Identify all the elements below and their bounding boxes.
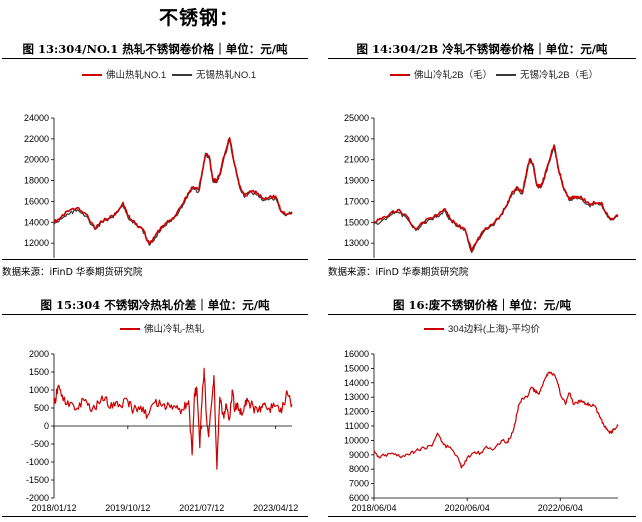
y-tick-label: 8000 bbox=[349, 464, 369, 474]
title-rule bbox=[328, 58, 636, 59]
y-tick-label: 11000 bbox=[345, 421, 369, 431]
chart-scrap: 6000 7000 8000 9000 10000 11000 12000 13000 1400… bbox=[344, 323, 619, 513]
chart-title: 图 14:304/2B 冷轧不锈钢卷价格｜单位：元/吨 bbox=[356, 42, 608, 56]
y-tick-label: 2000 bbox=[29, 349, 49, 359]
chart-title: 图 16:废不锈钢价格｜单位：元/吨 bbox=[393, 298, 571, 312]
y-tick-label: -1000 bbox=[26, 457, 49, 467]
title-rule bbox=[2, 314, 308, 315]
source-rule bbox=[328, 259, 636, 260]
y-tick-label: 13000 bbox=[344, 238, 369, 248]
chart-panel-cold-rolled: 图 14:304/2B 冷轧不锈钢卷价格｜单位：元/吨 110001300015… bbox=[328, 41, 636, 281]
chart-spread: -2000 -1500 -1000 -500 0 500 1000 1500 2000 2018/… bbox=[26, 323, 298, 513]
source-rule bbox=[328, 516, 636, 517]
title-rule bbox=[328, 314, 636, 315]
y-tick-label: 18000 bbox=[24, 176, 49, 186]
source-rule bbox=[2, 259, 308, 260]
y-tick-label: 17000 bbox=[344, 196, 369, 206]
section-heading: 不锈钢： bbox=[159, 7, 240, 29]
y-tick-label: 24000 bbox=[24, 113, 49, 123]
x-tick-label: 2020/06/04 bbox=[445, 503, 490, 513]
y-tick-label: -2000 bbox=[26, 493, 49, 503]
x-tick-label: 2018/01/12 bbox=[31, 503, 76, 513]
chart-title: 图 15:304 不锈钢冷热轧价差｜单位：元/吨 bbox=[40, 298, 270, 312]
legend-label: 佛山冷轧2B（毛） bbox=[414, 69, 492, 81]
chart-cold-rolled: 1100013000150001700019000210002300025000… bbox=[344, 69, 619, 258]
series-line bbox=[373, 371, 619, 469]
y-tick-label: 15000 bbox=[344, 217, 369, 227]
y-tick-label: 14000 bbox=[24, 217, 49, 227]
y-tick-label: 20000 bbox=[24, 155, 49, 165]
chart-panel-hot-rolled: 图 13:304/NO.1 热轧不锈钢卷价格｜单位：元/吨 1000012000… bbox=[2, 41, 308, 281]
y-tick-label: 12000 bbox=[344, 407, 369, 417]
y-tick-label: 16000 bbox=[24, 196, 49, 206]
y-tick-label: 13000 bbox=[344, 392, 369, 402]
series-line bbox=[53, 137, 293, 245]
y-tick-label: 16000 bbox=[344, 349, 369, 359]
y-tick-label: 12000 bbox=[24, 238, 49, 248]
source-rule bbox=[2, 516, 308, 517]
y-tick-label: 23000 bbox=[344, 134, 369, 144]
legend-label: 无锡冷轧2B（毛） bbox=[520, 69, 598, 81]
y-tick-label: 9000 bbox=[349, 450, 369, 460]
y-tick-label: 15000 bbox=[344, 363, 369, 373]
y-tick-label: 19000 bbox=[344, 176, 369, 186]
series-line bbox=[53, 367, 293, 470]
y-tick-label: 7000 bbox=[349, 479, 369, 489]
y-tick-label: 500 bbox=[34, 403, 49, 413]
y-tick-label: 0 bbox=[44, 421, 49, 431]
x-tick-label: 2021/07/12 bbox=[179, 503, 224, 513]
x-tick-label: 2023/04/12 bbox=[253, 503, 298, 513]
title-rule bbox=[2, 58, 308, 59]
y-tick-label: 14000 bbox=[344, 378, 369, 388]
data-source: 数据来源：iFinD 华泰期货研究院 bbox=[2, 267, 143, 278]
x-tick-label: 2022/06/04 bbox=[538, 503, 583, 513]
chart-title: 图 13:304/NO.1 热轧不锈钢卷价格｜单位：元/吨 bbox=[22, 42, 288, 56]
chart-hot-rolled: 1000012000140001600018000200002200024000… bbox=[24, 69, 293, 258]
y-tick-label: 6000 bbox=[349, 493, 369, 503]
legend-label: 304边料(上海)-平均价 bbox=[448, 323, 540, 335]
data-source: 数据来源：iFinD 华泰期货研究院 bbox=[328, 267, 469, 278]
chart-panel-spread: 图 15:304 不锈钢冷热轧价差｜单位：元/吨 -2000 -1500 -1000… bbox=[2, 297, 308, 522]
x-tick-label: 2018/06/04 bbox=[351, 503, 396, 513]
legend-label: 无锡热轧NO.1 bbox=[196, 69, 256, 81]
y-tick-label: 25000 bbox=[344, 113, 369, 123]
series-line bbox=[53, 139, 293, 246]
x-tick-label: 2019/10/12 bbox=[105, 503, 150, 513]
series-line bbox=[373, 144, 619, 253]
y-tick-label: -500 bbox=[31, 439, 49, 449]
y-tick-label: 1000 bbox=[29, 385, 49, 395]
chart-panel-scrap: 图 16:废不锈钢价格｜单位：元/吨 6000 7000 8000 9000 10000… bbox=[328, 297, 636, 522]
y-tick-label: 1500 bbox=[29, 367, 49, 377]
legend-label: 佛山热轧NO.1 bbox=[106, 69, 166, 81]
legend-label: 佛山冷轧-热轧 bbox=[144, 323, 205, 335]
y-tick-label: 22000 bbox=[24, 134, 49, 144]
y-tick-label: 10000 bbox=[344, 435, 369, 445]
series-line bbox=[373, 146, 619, 254]
y-tick-label: 21000 bbox=[344, 155, 369, 165]
y-tick-label: -1500 bbox=[26, 475, 49, 485]
